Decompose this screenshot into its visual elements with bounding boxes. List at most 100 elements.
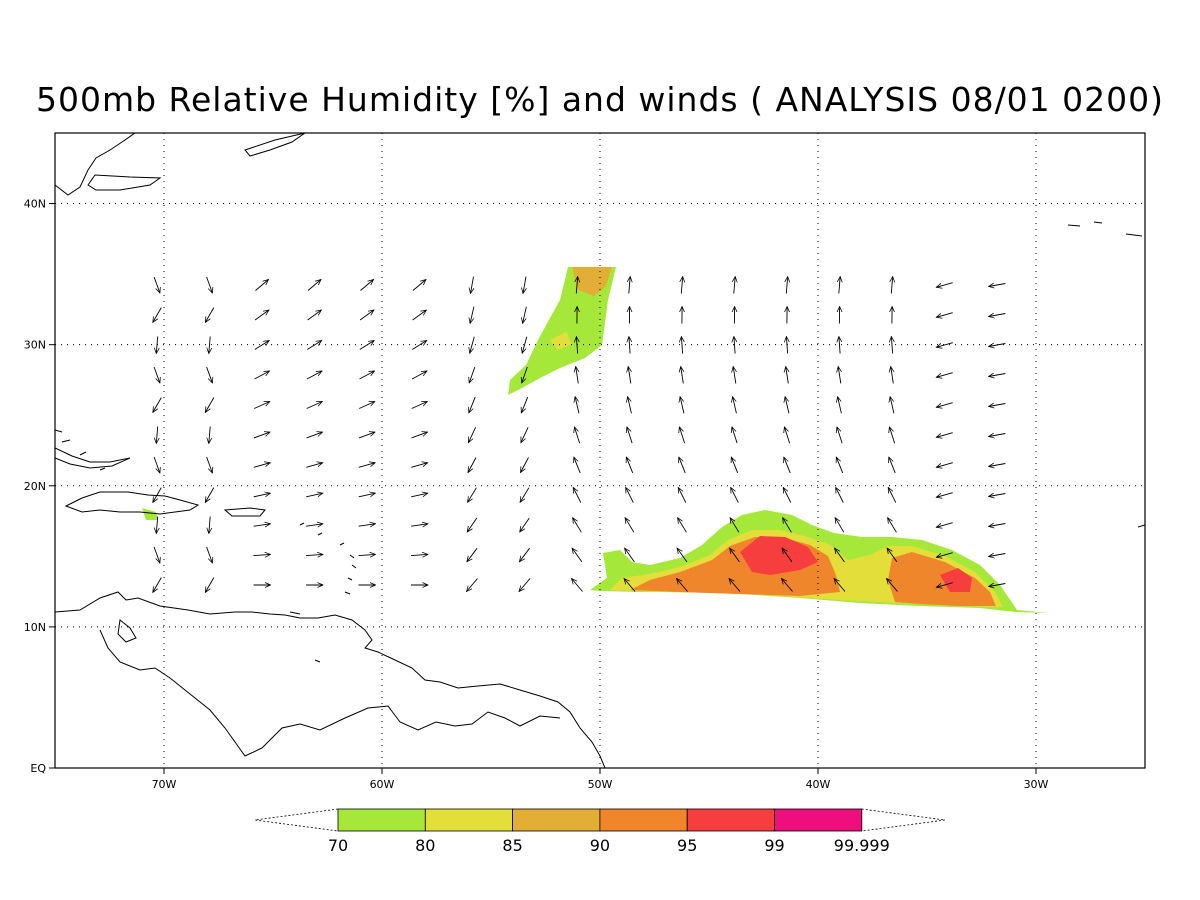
puerto-rico <box>223 507 266 517</box>
wind-arrow <box>469 366 476 383</box>
wind-arrow <box>576 337 577 354</box>
wind-arrow <box>411 493 428 498</box>
wind-arrow <box>410 554 428 555</box>
wind-arrow <box>838 367 841 384</box>
wind-arrow <box>153 487 162 503</box>
wind-arrow <box>523 276 526 294</box>
wind-arrow <box>206 276 213 293</box>
wind-arrow <box>836 487 844 503</box>
wind-arrow <box>936 372 953 378</box>
wind-arrow <box>677 579 688 592</box>
wind-arrow <box>253 554 271 555</box>
wind-arrow <box>205 307 215 323</box>
wind-arrow <box>522 336 528 353</box>
wind-arrow <box>254 341 269 350</box>
wind-arrow <box>839 277 840 294</box>
wind-arrow <box>629 277 630 294</box>
wind-arrow <box>205 577 215 593</box>
wind-arrow <box>519 578 531 592</box>
wind-arrow <box>520 427 529 442</box>
wind-arrow <box>784 457 791 474</box>
wind-arrow <box>888 487 897 503</box>
wind-arrow <box>523 306 527 324</box>
wind-arrow <box>989 584 1006 587</box>
wind-arrow <box>253 463 270 468</box>
wind-arrow <box>469 396 476 413</box>
colorbar-left-extension <box>254 808 339 832</box>
wind-arrow <box>677 548 688 563</box>
wind-arrow <box>936 432 953 438</box>
wind-arrow <box>837 427 843 444</box>
wind-arrow <box>782 548 793 563</box>
wind-arrow <box>733 367 736 384</box>
wind-arrow <box>786 337 787 354</box>
wind-arrow <box>627 427 633 444</box>
wind-arrow <box>519 547 530 562</box>
wind-arrow <box>307 341 321 350</box>
cuba-tip <box>55 447 131 469</box>
wind-arrow <box>254 401 270 409</box>
colorbar-label: 80 <box>415 836 435 855</box>
wind-arrow <box>153 307 162 323</box>
hispaniola <box>64 491 200 515</box>
y-tick-label: 40N <box>24 198 46 211</box>
wind-arrow <box>470 306 475 324</box>
wind-arrow <box>574 457 581 474</box>
wind-arrow <box>782 579 793 592</box>
wind-arrow <box>153 276 160 293</box>
wind-arrow <box>205 487 215 503</box>
wind-arrow <box>786 367 789 384</box>
wind-arrow <box>253 432 270 439</box>
colorbar-swatch <box>774 808 863 832</box>
wind-arrow <box>838 397 842 414</box>
wind-arrow <box>467 427 477 442</box>
wind-arrow <box>936 522 953 528</box>
wind-arrow <box>989 554 1006 557</box>
colorbar-label: 99.999 <box>834 836 890 855</box>
wind-arrow <box>573 487 582 503</box>
wind-arrow <box>887 548 898 563</box>
wind-arrow <box>681 367 684 384</box>
wind-arrow <box>734 337 735 354</box>
colorbar-swatch <box>686 808 775 832</box>
wind-arrow <box>678 518 687 533</box>
wind-arrow <box>989 344 1006 347</box>
wind-arrow <box>835 518 845 533</box>
wind-arrow <box>680 397 685 414</box>
wind-arrow <box>936 552 953 558</box>
wind-arrow <box>626 487 634 503</box>
wind-arrow <box>681 337 682 354</box>
wind-arrow <box>412 310 427 321</box>
humidity-region-north-spot <box>550 332 572 350</box>
wind-arrow <box>989 404 1006 407</box>
humidity-shading <box>142 267 1050 613</box>
wind-arrow <box>730 548 740 563</box>
wind-arrow <box>470 336 475 353</box>
wind-arrow <box>989 464 1006 467</box>
wind-arrow <box>359 401 375 409</box>
wind-arrow <box>732 427 738 444</box>
wind-arrow <box>936 342 953 348</box>
wind-arrow <box>253 493 271 498</box>
wind-arrow <box>836 457 844 474</box>
wind-arrow <box>626 457 634 474</box>
lake-maracaibo <box>117 619 137 643</box>
x-tick-label: 30W <box>1024 778 1049 791</box>
colorbar-swatch <box>424 808 513 832</box>
x-tick-label: 60W <box>370 778 395 791</box>
south-america-interior <box>99 629 561 757</box>
wind-arrow <box>731 487 739 503</box>
wind-arrow <box>205 397 215 413</box>
wind-arrow <box>359 310 374 321</box>
wind-arrow <box>625 518 635 533</box>
wind-arrow <box>889 427 896 444</box>
wind-arrow <box>989 524 1006 527</box>
wind-arrow <box>989 494 1006 497</box>
wind-arrow <box>572 579 583 592</box>
wind-arrow <box>678 487 687 503</box>
wind-arrow <box>522 366 528 383</box>
wind-arrow <box>575 397 580 414</box>
wind-arrow <box>624 579 636 592</box>
colorbar-swatch <box>599 808 688 832</box>
